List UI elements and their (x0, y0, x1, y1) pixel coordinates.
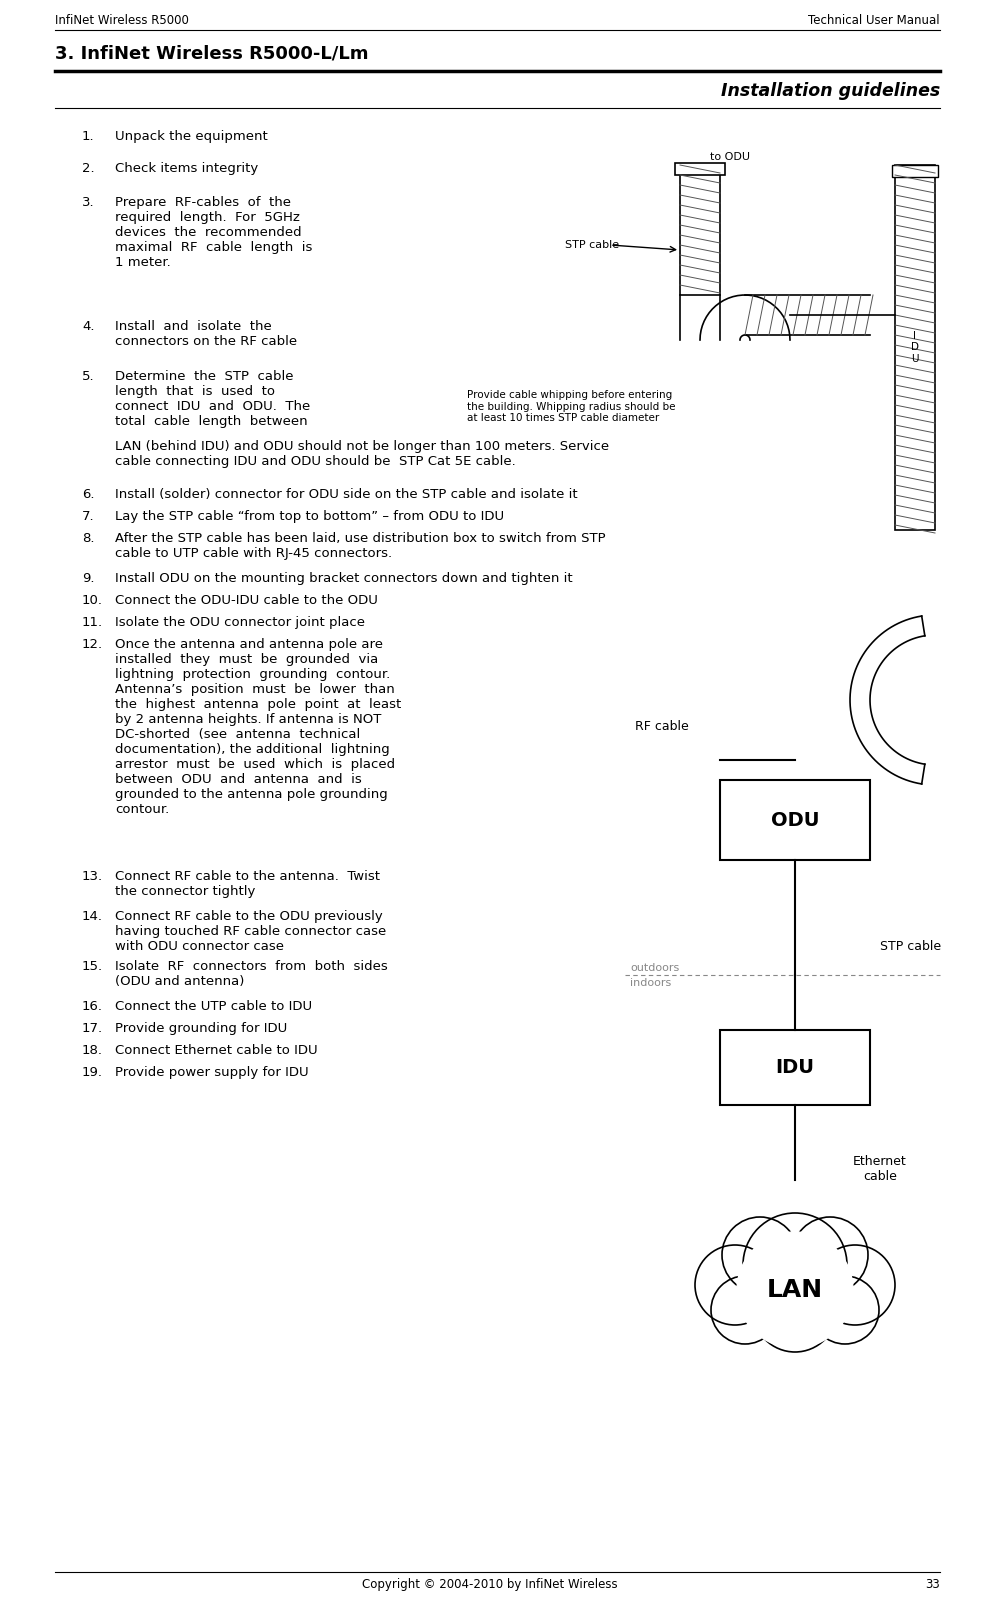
Text: Installation guidelines: Installation guidelines (721, 82, 940, 99)
Text: 9.: 9. (82, 572, 94, 585)
Text: Technical User Manual: Technical User Manual (808, 14, 940, 27)
Circle shape (722, 1218, 798, 1293)
Text: Lay the STP cable “from top to bottom” – from ODU to IDU: Lay the STP cable “from top to bottom” –… (115, 509, 504, 522)
Text: Connect RF cable to the ODU previously
having touched RF cable connector case
wi: Connect RF cable to the ODU previously h… (115, 910, 387, 953)
Text: Install (solder) connector for ODU side on the STP cable and isolate it: Install (solder) connector for ODU side … (115, 489, 578, 501)
Text: Connect Ethernet cable to IDU: Connect Ethernet cable to IDU (115, 1045, 318, 1057)
Text: IDU: IDU (776, 1057, 814, 1077)
Text: Provide cable whipping before entering
the building. Whipping radius should be
a: Provide cable whipping before entering t… (467, 389, 676, 423)
Circle shape (753, 1269, 837, 1352)
Text: 13.: 13. (82, 870, 103, 883)
Text: outdoors: outdoors (630, 963, 679, 972)
Text: ODU: ODU (771, 811, 819, 830)
Text: 4.: 4. (82, 320, 94, 333)
Text: to ODU: to ODU (710, 152, 750, 162)
Bar (895, 165, 935, 530)
Text: LAN (behind IDU) and ODU should not be longer than 100 meters. Service
cable con: LAN (behind IDU) and ODU should not be l… (115, 441, 609, 468)
Text: 3.: 3. (82, 195, 94, 208)
Text: 11.: 11. (82, 617, 103, 630)
Text: STP cable: STP cable (565, 240, 619, 250)
Text: Isolate  RF  connectors  from  both  sides
(ODU and antenna): Isolate RF connectors from both sides (O… (115, 960, 387, 988)
Text: I
D
U: I D U (911, 332, 919, 364)
Circle shape (743, 1213, 847, 1317)
Circle shape (695, 1245, 775, 1325)
Bar (720, 1030, 870, 1105)
Circle shape (811, 1277, 879, 1344)
Text: 8.: 8. (82, 532, 94, 545)
Text: 5.: 5. (82, 370, 94, 383)
Text: 1.: 1. (82, 130, 94, 143)
Text: STP cable: STP cable (880, 940, 941, 953)
Text: Once the antenna and antenna pole are
installed  they  must  be  grounded  via
l: Once the antenna and antenna pole are in… (115, 638, 401, 815)
Text: 18.: 18. (82, 1045, 103, 1057)
Text: After the STP cable has been laid, use distribution box to switch from STP
cable: After the STP cable has been laid, use d… (115, 532, 605, 561)
Text: Install ODU on the mounting bracket connectors down and tighten it: Install ODU on the mounting bracket conn… (115, 572, 573, 585)
Text: Provide grounding for IDU: Provide grounding for IDU (115, 1022, 287, 1035)
Text: 33: 33 (925, 1578, 940, 1591)
Text: Provide power supply for IDU: Provide power supply for IDU (115, 1065, 309, 1080)
Text: 7.: 7. (82, 509, 94, 522)
Circle shape (815, 1245, 895, 1325)
Circle shape (737, 1232, 853, 1347)
Bar (892, 165, 938, 176)
Text: 17.: 17. (82, 1022, 103, 1035)
Bar (720, 780, 870, 860)
Text: 19.: 19. (82, 1065, 103, 1080)
Text: Prepare  RF-cables  of  the
required  length.  For  5GHz
devices  the  recommend: Prepare RF-cables of the required length… (115, 195, 312, 269)
Text: 3. InfiNet Wireless R5000-L/Lm: 3. InfiNet Wireless R5000-L/Lm (55, 45, 369, 62)
Text: RF cable: RF cable (635, 719, 689, 734)
Text: Determine  the  STP  cable
length  that  is  used  to
connect  IDU  and  ODU.  T: Determine the STP cable length that is u… (115, 370, 310, 428)
Text: 15.: 15. (82, 960, 103, 972)
Text: Copyright © 2004-2010 by InfiNet Wireless: Copyright © 2004-2010 by InfiNet Wireles… (362, 1578, 618, 1591)
Text: 6.: 6. (82, 489, 94, 501)
Bar (680, 165, 720, 295)
Text: 16.: 16. (82, 1000, 103, 1012)
Text: Check items integrity: Check items integrity (115, 162, 258, 175)
Text: 10.: 10. (82, 594, 103, 607)
Bar (675, 163, 725, 175)
Text: Unpack the equipment: Unpack the equipment (115, 130, 268, 143)
Text: LAN: LAN (767, 1278, 823, 1302)
Text: Isolate the ODU connector joint place: Isolate the ODU connector joint place (115, 617, 365, 630)
Text: InfiNet Wireless R5000: InfiNet Wireless R5000 (55, 14, 189, 27)
Text: Connect the UTP cable to IDU: Connect the UTP cable to IDU (115, 1000, 312, 1012)
Text: Connect RF cable to the antenna.  Twist
the connector tightly: Connect RF cable to the antenna. Twist t… (115, 870, 380, 899)
Circle shape (792, 1218, 868, 1293)
Text: 14.: 14. (82, 910, 103, 923)
Text: indoors: indoors (630, 977, 671, 988)
Text: 12.: 12. (82, 638, 103, 650)
Circle shape (711, 1277, 779, 1344)
Text: Connect the ODU-IDU cable to the ODU: Connect the ODU-IDU cable to the ODU (115, 594, 378, 607)
Text: 2.: 2. (82, 162, 94, 175)
Text: Install  and  isolate  the
connectors on the RF cable: Install and isolate the connectors on th… (115, 320, 297, 348)
Text: Ethernet
cable: Ethernet cable (853, 1155, 906, 1182)
